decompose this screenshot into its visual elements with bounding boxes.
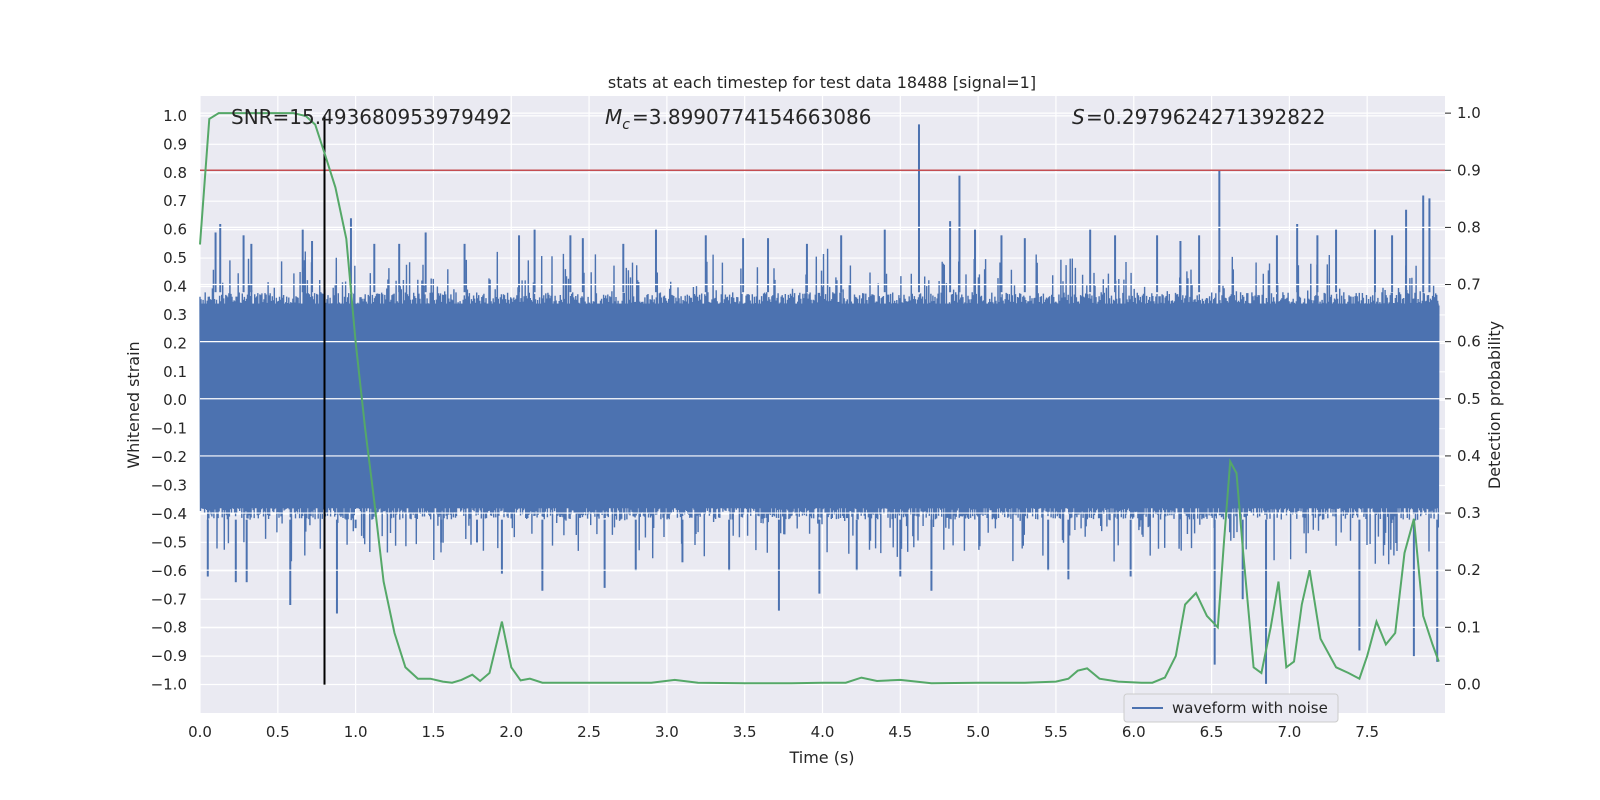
chart-title: stats at each timestep for test data 184… xyxy=(608,73,1036,92)
x-tick-label: 3.5 xyxy=(733,723,757,741)
x-tick-label: 6.5 xyxy=(1200,723,1224,741)
y-left-tick-label: −0.7 xyxy=(151,590,187,608)
y-right-tick-label: 0.5 xyxy=(1457,390,1481,408)
y-right-tick-label: 0.6 xyxy=(1457,333,1481,351)
y-right-tick-label: 1.0 xyxy=(1457,104,1481,122)
x-tick-label: 7.5 xyxy=(1355,723,1379,741)
x-tick-label: 4.0 xyxy=(811,723,835,741)
y-left-tick-label: −0.9 xyxy=(151,647,187,665)
ticks-layer: 0.0 0.5 1.0 1.5 2.0 2.5 3.0 3.5 4.0 4.5 5.0 5.5 6.0 6… xyxy=(151,104,1481,741)
s-symbol: S xyxy=(1072,105,1085,129)
y-axis-label-right: Detection probability xyxy=(1485,321,1504,489)
x-tick-label: 2.5 xyxy=(577,723,601,741)
legend-box xyxy=(1123,693,1339,723)
y-axis-label-left: Whitened strain xyxy=(124,341,143,468)
y-left-tick-label: −0.3 xyxy=(151,477,187,495)
y-right-tick-label: 0.0 xyxy=(1457,675,1481,693)
y-right-tick-label: 0.3 xyxy=(1457,504,1481,522)
x-tick-label: 2.0 xyxy=(499,723,523,741)
y-left-tick-label: 0.2 xyxy=(163,334,187,352)
x-tick-label: 1.5 xyxy=(422,723,446,741)
x-tick-label: 6.0 xyxy=(1122,723,1146,741)
y-left-tick-label: 0.7 xyxy=(163,192,187,210)
x-tick-label: 3.0 xyxy=(655,723,679,741)
y-left-tick-label: −0.6 xyxy=(151,562,187,580)
y-left-tick-label: −0.5 xyxy=(151,533,187,551)
y-left-tick-label: −0.4 xyxy=(151,505,187,523)
mc-annotation: =3.8990774154663086 xyxy=(632,105,871,129)
y-right-tick-label: 0.1 xyxy=(1457,618,1481,636)
x-tick-label: 5.0 xyxy=(966,723,990,741)
y-left-tick-label: 0.0 xyxy=(163,391,187,409)
x-tick-label: 1.0 xyxy=(344,723,368,741)
y-left-tick-label: 0.1 xyxy=(163,363,187,381)
waveform-band xyxy=(200,303,1439,509)
waveform-layer xyxy=(199,124,1440,685)
y-right-tick-label: 0.4 xyxy=(1457,447,1481,465)
x-tick-label: 0.5 xyxy=(266,723,290,741)
probability-layer xyxy=(199,112,1445,685)
x-tick-label: 4.5 xyxy=(888,723,912,741)
s-annotation: =0.2979624271392822 xyxy=(1086,105,1325,129)
legend-label: waveform with noise xyxy=(1172,699,1328,717)
y-left-tick-label: −0.2 xyxy=(151,448,187,466)
x-axis-label: Time (s) xyxy=(788,748,854,767)
snr-annotation: SNR=15.493680953979492 xyxy=(231,105,512,129)
y-right-tick-label: 0.8 xyxy=(1457,218,1481,236)
y-left-tick-label: −0.1 xyxy=(151,420,187,438)
x-tick-label: 0.0 xyxy=(188,723,212,741)
y-right-tick-label: 0.9 xyxy=(1457,161,1481,179)
waveform-series xyxy=(199,248,1440,565)
y-left-tick-label: 0.8 xyxy=(163,164,187,182)
y-left-tick-label: 1.0 xyxy=(163,107,187,125)
y-right-tick-label: 0.7 xyxy=(1457,276,1481,294)
y-left-tick-label: −0.8 xyxy=(151,619,187,637)
y-left-tick-label: 0.9 xyxy=(163,135,187,153)
probability-series xyxy=(199,112,1440,685)
y-left-tick-label: −1.0 xyxy=(151,676,187,694)
y-left-tick-label: 0.5 xyxy=(163,249,187,267)
y-left-tick-label: 0.4 xyxy=(163,278,187,296)
x-tick-label: 7.0 xyxy=(1277,723,1301,741)
x-tick-label: 5.5 xyxy=(1044,723,1068,741)
y-left-tick-label: 0.6 xyxy=(163,221,187,239)
y-right-tick-label: 0.2 xyxy=(1457,561,1481,579)
y-left-tick-label: 0.3 xyxy=(163,306,187,324)
legend: waveform with noise xyxy=(1123,693,1339,723)
